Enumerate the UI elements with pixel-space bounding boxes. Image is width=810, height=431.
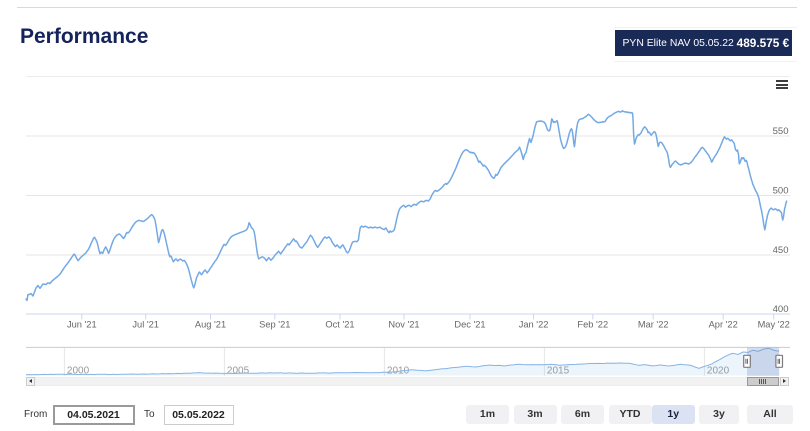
svg-text:Jul '21: Jul '21: [132, 320, 159, 330]
svg-text:2020: 2020: [707, 366, 730, 377]
svg-text:Aug '21: Aug '21: [195, 320, 226, 330]
svg-text:Mar '22: Mar '22: [638, 320, 669, 330]
svg-text:2005: 2005: [227, 366, 250, 377]
svg-text:400: 400: [773, 304, 789, 315]
svg-text:2000: 2000: [67, 366, 90, 377]
svg-text:Jan '22: Jan '22: [519, 320, 549, 330]
svg-text:Jun '21: Jun '21: [67, 320, 97, 330]
svg-text:550: 550: [773, 126, 789, 137]
svg-text:450: 450: [773, 245, 789, 256]
svg-text:Dec '21: Dec '21: [454, 320, 485, 330]
svg-text:Oct '21: Oct '21: [325, 320, 354, 330]
svg-text:Apr '22: Apr '22: [709, 320, 738, 330]
svg-text:Feb '22: Feb '22: [577, 320, 608, 330]
svg-text:May '22: May '22: [758, 320, 790, 330]
svg-text:500: 500: [773, 186, 789, 197]
svg-text:2015: 2015: [547, 366, 570, 377]
svg-text:Sep '21: Sep '21: [259, 320, 290, 330]
svg-text:Nov '21: Nov '21: [388, 320, 419, 330]
